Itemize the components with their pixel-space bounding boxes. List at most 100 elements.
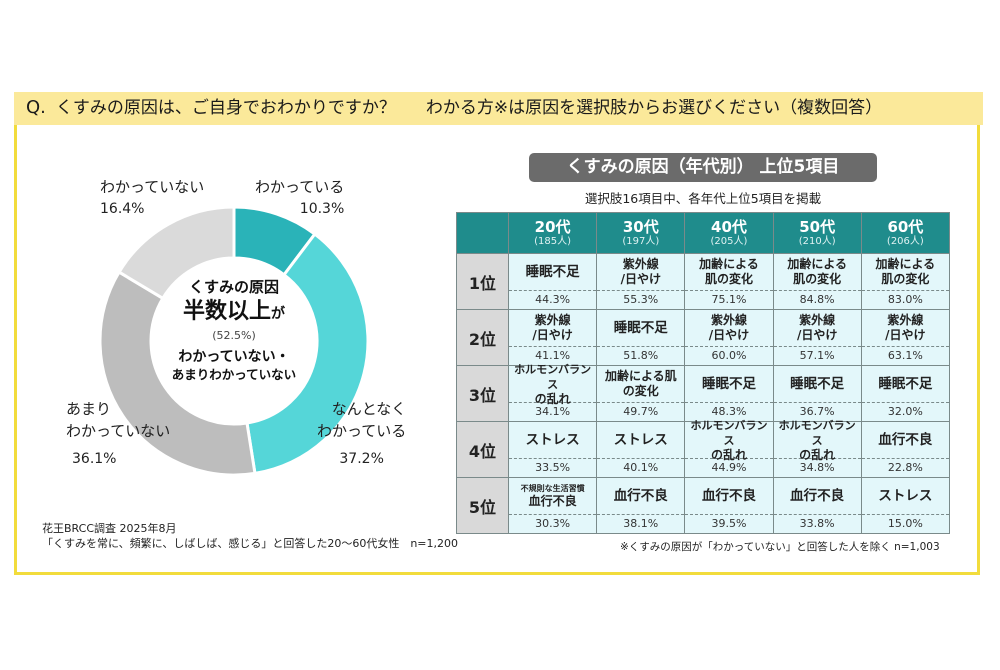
label-nantonaku: なんとなく わかっている 37.2%	[317, 400, 407, 467]
table-row: 2位 紫外線/日やけ 41.1% 睡眠不足 51.8% 紫外線/日やけ 60.0% 紫外線/日…	[456, 309, 951, 366]
table-cell: 加齢による 肌の変化 83.0%	[860, 253, 951, 310]
cause-name: 紫外線/日やけ	[685, 310, 773, 347]
center-line3: (52.5%)	[212, 329, 256, 342]
table-cell: ホルモンバランス の乱れ 34.1%	[507, 363, 598, 422]
cause-pct: 57.1%	[799, 349, 835, 362]
cause-pct: 38.1%	[623, 517, 659, 530]
center-line4: わかっていない・	[178, 349, 290, 365]
center-line5: あまりわかっていない	[171, 367, 297, 382]
header-40s: 40代 (205人)	[684, 212, 774, 254]
cause-name: 血行不良	[685, 478, 773, 515]
donut-segment-1	[245, 231, 368, 475]
table-cell: 睡眠不足 48.3%	[684, 365, 774, 422]
table-subtitle: 選択肢16項目中、各年代上位5項目を掲載	[584, 191, 822, 206]
table-cell: 血行不良 22.8%	[860, 421, 951, 478]
cause-name: ホルモンバランス の乱れ	[685, 419, 773, 462]
header-corner	[456, 212, 509, 254]
table-cell: ストレス 15.0%	[860, 477, 951, 534]
table-row: 1位 睡眠不足 44.3% 紫外線/日やけ 55.3% 加齢による 肌の変化 75.1% 加齢に…	[456, 253, 951, 310]
cause-pct: 36.7%	[799, 405, 835, 418]
cause-pct: 84.8%	[799, 293, 835, 306]
cause-pct: 49.7%	[623, 405, 659, 418]
label-amari: あまり わかっていない 36.1%	[66, 400, 171, 467]
source-note: 花王BRCC調査 2025年8月 「くすみを常に、頻繁に、しばしば、感じる」と回…	[42, 522, 459, 550]
cause-name: 睡眠不足	[509, 254, 597, 291]
cause-name: 加齢による肌の変化	[685, 254, 773, 291]
table-cell: ストレス 40.1%	[596, 421, 686, 478]
cause-name: ホルモンバランス の乱れ	[509, 363, 597, 406]
cause-pct: 75.1%	[711, 293, 747, 306]
rank-label: 3位	[456, 365, 509, 422]
table-cell: 睡眠不足 51.8%	[596, 309, 686, 366]
cause-pct: 34.1%	[535, 405, 571, 418]
table-cell: ホルモンバランス の乱れ 44.9%	[684, 419, 774, 478]
cause-name: 睡眠不足	[861, 366, 949, 403]
donut-center-text: くすみの原因 半数以上が (52.5%) わかっていない・ あまりわかっていない	[150, 277, 318, 383]
cause-name: ストレス	[861, 478, 949, 515]
table-cell: 加齢による肌 の変化 49.7%	[596, 365, 686, 422]
table-row: 5位 不規則な生活習慣 血行不良 30.3% 血行不良 38.1% 血行不良 39.5% 血行不…	[456, 477, 951, 534]
table-cell: 睡眠不足 44.3%	[507, 253, 598, 310]
cause-name: 睡眠不足	[597, 310, 685, 347]
question-bar	[14, 92, 983, 125]
question-text: Q. くすみの原因は、ご自身でおわかりですか？ わかる方※は原因を選択肢からお選びく…	[26, 97, 882, 119]
table-note: ※くすみの原因が「わかっていない」と回答した人を除く n=1,003	[620, 541, 940, 553]
table-cell: 加齢による 肌の変化 75.1%	[684, 253, 774, 310]
cause-name: 睡眠不足	[773, 366, 861, 403]
cause-pct: 32.0%	[887, 405, 923, 418]
donut-chart	[100, 207, 368, 475]
ranking-table: 20代 (185人) 30代 (197人) 40代 (205人) 50代 (210人) …	[456, 212, 951, 534]
table-cell: 血行不良 39.5%	[684, 477, 774, 534]
table-cell: 紫外線/日やけ 60.0%	[684, 309, 774, 366]
cause-name: 睡眠不足	[685, 366, 773, 403]
rank-label: 1位	[456, 253, 509, 310]
cause-pct: 55.3%	[623, 293, 659, 306]
cause-name: 加齢による肌の変化	[773, 254, 861, 291]
header-60s: 60代 (206人)	[860, 212, 951, 254]
table-row: 4位 ストレス 33.5% ストレス 40.1% ホルモンバランス の乱れ 44.9% ホルモン…	[456, 419, 951, 478]
cause-name: 血行不良	[597, 478, 685, 515]
cause-name: 血行不良	[773, 478, 861, 515]
cause-pct: 33.8%	[799, 517, 835, 530]
table-cell: 睡眠不足 32.0%	[860, 365, 951, 422]
rank-label: 5位	[456, 477, 509, 534]
center-line2: 半数以上が	[182, 299, 285, 324]
cause-pct: 34.8%	[799, 461, 835, 474]
cause-name: ホルモンバランス の乱れ	[773, 419, 861, 462]
cause-pct: 83.0%	[887, 293, 923, 306]
table-cell: ホルモンバランス の乱れ 34.8%	[772, 419, 862, 478]
table-cell: 紫外線/日やけ 55.3%	[596, 253, 686, 310]
header-30s: 30代 (197人)	[596, 212, 686, 254]
question-sub: わかる方※は原因を選択肢からお選びください（複数回答）	[425, 98, 883, 118]
cause-pct: 40.1%	[623, 461, 659, 474]
table-row: 3位 ホルモンバランス の乱れ 34.1% 加齢による肌 の変化 49.7% 睡眠不足 48.3…	[456, 363, 951, 422]
cause-name: 紫外線/日やけ	[773, 310, 861, 347]
table-cell: 血行不良 33.8%	[772, 477, 862, 534]
label-wakatteiru: わかっている 10.3%	[255, 178, 345, 217]
donut-segment-2	[100, 270, 257, 475]
table-cell: 血行不良 38.1%	[596, 477, 686, 534]
rank-label: 4位	[456, 421, 509, 478]
question-prefix: Q.	[26, 97, 46, 118]
cause-pct: 41.1%	[535, 349, 571, 362]
rank-label: 2位	[456, 309, 509, 366]
cause-pct: 22.8%	[887, 461, 923, 474]
center-line1: くすみの原因	[188, 278, 279, 296]
cause-pct: 15.0%	[887, 517, 923, 530]
cause-pct: 63.1%	[887, 349, 923, 362]
cause-pct: 44.3%	[535, 293, 571, 306]
cause-name: 加齢による肌の変化	[861, 254, 949, 291]
table-cell: 不規則な生活習慣 血行不良 30.3%	[507, 477, 598, 534]
table-cell: 紫外線/日やけ 63.1%	[860, 309, 951, 366]
table-cell: 加齢による 肌の変化 84.8%	[772, 253, 862, 310]
cause-name: 不規則な生活習慣 血行不良	[509, 478, 597, 515]
cause-pct: 48.3%	[711, 405, 747, 418]
cause-pct: 39.5%	[711, 517, 747, 530]
header-50s: 50代 (210人)	[772, 212, 862, 254]
cause-pct: 30.3%	[535, 517, 571, 530]
table-cell: ストレス 33.5%	[507, 421, 598, 478]
cause-pct: 44.9%	[711, 461, 747, 474]
cause-pct: 60.0%	[711, 349, 747, 362]
header-20s: 20代 (185人)	[507, 212, 598, 254]
label-wakatteinai: わかっていない 16.4%	[100, 178, 205, 217]
